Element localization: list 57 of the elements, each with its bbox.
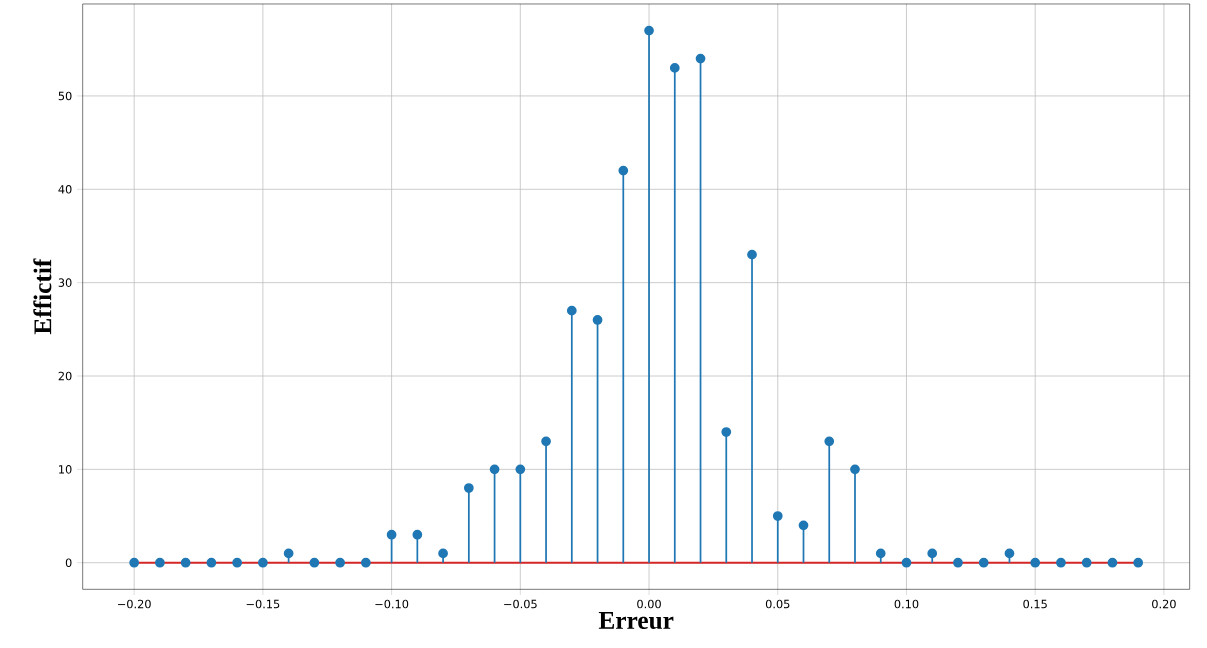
point <box>386 529 397 540</box>
point <box>412 529 423 540</box>
y-tick-label: 50 <box>58 91 72 101</box>
point <box>772 511 783 521</box>
point <box>1056 557 1066 568</box>
point <box>258 557 268 568</box>
point <box>1081 557 1092 568</box>
point <box>824 436 835 447</box>
point <box>592 315 603 325</box>
point <box>1133 557 1144 568</box>
point <box>669 63 680 73</box>
point <box>1030 557 1041 568</box>
x-tick-label: −0.05 <box>504 599 537 609</box>
point <box>232 557 243 568</box>
point <box>438 548 448 559</box>
x-tick-label: −0.20 <box>117 599 151 609</box>
y-tick-label: 20 <box>58 371 72 381</box>
y-tick-label: 40 <box>58 185 72 194</box>
point <box>335 557 345 568</box>
point <box>463 483 474 493</box>
point <box>850 464 860 475</box>
point <box>283 548 294 559</box>
point <box>129 557 140 568</box>
y-axis-title: Effictif <box>33 258 52 335</box>
y-tick-label: 30 <box>58 278 72 287</box>
point <box>978 557 989 568</box>
point <box>309 557 320 568</box>
point <box>1107 557 1118 568</box>
point <box>489 464 500 475</box>
point <box>515 464 526 475</box>
y-tick-label: 10 <box>59 465 72 474</box>
point <box>875 548 886 559</box>
y-tick-label: 0 <box>65 558 72 568</box>
x-tick-label: 0.00 <box>637 599 661 609</box>
x-tick-label: 0.15 <box>1023 599 1047 609</box>
point <box>747 249 757 260</box>
point <box>541 436 551 447</box>
point <box>206 557 217 568</box>
point <box>566 305 577 316</box>
point <box>695 53 706 64</box>
x-tick-label: 0.20 <box>1152 599 1176 609</box>
point <box>721 427 732 437</box>
x-tick-label: 0.05 <box>765 599 790 609</box>
point <box>901 557 912 568</box>
x-tick-label: 0.10 <box>894 599 919 609</box>
point <box>953 557 963 568</box>
x-tick-label: −0.10 <box>375 599 409 609</box>
point <box>644 25 654 36</box>
point <box>798 520 809 531</box>
point <box>927 548 938 559</box>
x-tick-label: −0.15 <box>246 599 280 609</box>
x-axis-title: Erreur <box>598 612 674 630</box>
point <box>618 165 629 176</box>
point <box>360 557 371 568</box>
point <box>1004 548 1015 559</box>
point <box>155 557 165 568</box>
point <box>180 557 191 568</box>
